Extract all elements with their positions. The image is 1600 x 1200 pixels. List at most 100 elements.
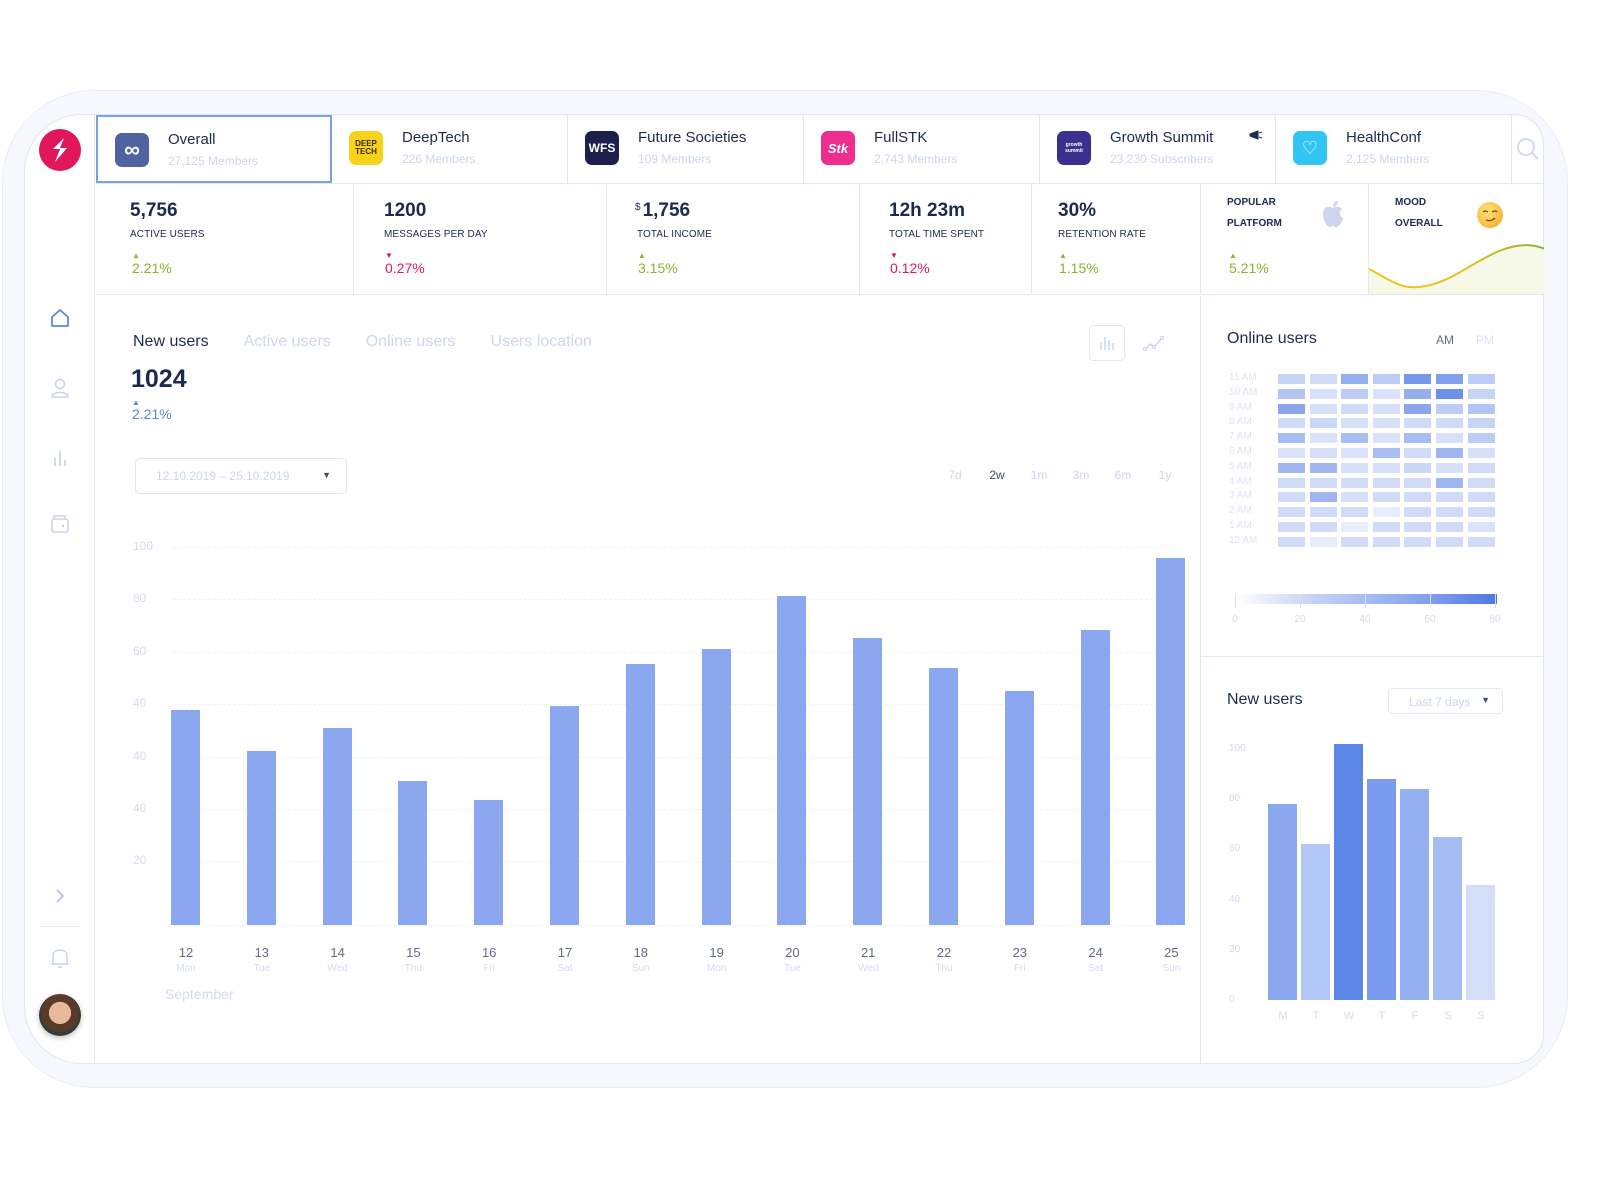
heatmap-cell[interactable] xyxy=(1341,462,1369,473)
heatmap-cell[interactable] xyxy=(1372,374,1400,384)
range-6m[interactable]: 6m xyxy=(1114,468,1132,482)
date-range-select[interactable]: 12.10.2019 – 25.10.2019 ▼ xyxy=(135,458,347,494)
bar-12[interactable] xyxy=(171,709,200,925)
range-7d[interactable]: 7d xyxy=(948,468,962,482)
heatmap-cell[interactable] xyxy=(1278,403,1305,414)
heatmap-cell[interactable] xyxy=(1404,507,1432,518)
weekday-bar[interactable] xyxy=(1367,779,1396,1000)
heatmap-cell[interactable] xyxy=(1341,507,1369,518)
heatmap-cell[interactable] xyxy=(1436,462,1463,473)
heatmap-cell[interactable] xyxy=(1467,403,1495,414)
heatmap-cell[interactable] xyxy=(1436,477,1463,488)
bar-chart-toggle[interactable] xyxy=(1089,325,1125,361)
heatmap-cell[interactable] xyxy=(1278,433,1305,444)
heatmap-cell[interactable] xyxy=(1309,418,1337,429)
heatmap-cell[interactable] xyxy=(1278,448,1305,458)
heatmap-cell[interactable] xyxy=(1309,522,1337,532)
bar-16[interactable] xyxy=(474,800,504,925)
heatmap-cell[interactable] xyxy=(1436,522,1463,532)
sidebar-item-analytics[interactable] xyxy=(47,445,73,471)
weekday-bar[interactable] xyxy=(1400,789,1429,1000)
heatmap-cell[interactable] xyxy=(1372,477,1400,488)
bar-17[interactable] xyxy=(550,705,579,925)
heatmap-cell[interactable] xyxy=(1372,536,1400,547)
bar-19[interactable] xyxy=(701,649,731,925)
heatmap-cell[interactable] xyxy=(1341,522,1369,532)
heatmap-cell[interactable] xyxy=(1278,492,1305,503)
app-logo[interactable] xyxy=(39,129,81,171)
heatmap-cell[interactable] xyxy=(1341,492,1369,503)
heatmap-cell[interactable] xyxy=(1436,433,1463,444)
heatmap-cell[interactable] xyxy=(1278,462,1305,473)
heatmap-cell[interactable] xyxy=(1309,388,1337,399)
heatmap-cell[interactable] xyxy=(1436,536,1463,547)
heatmap-cell[interactable] xyxy=(1467,462,1495,473)
heatmap-cell[interactable] xyxy=(1372,462,1400,473)
bar-22[interactable] xyxy=(929,667,958,925)
heatmap-cell[interactable] xyxy=(1278,477,1305,488)
weekday-bar[interactable] xyxy=(1301,844,1330,1000)
tab-fullstk[interactable]: Stk FullSTK 2,743 Members xyxy=(804,115,1040,183)
sidebar-item-wallet[interactable] xyxy=(47,511,73,537)
heatmap-cell[interactable] xyxy=(1404,492,1432,503)
heatmap-cell[interactable] xyxy=(1436,507,1463,518)
heatmap-cell[interactable] xyxy=(1404,403,1432,414)
bar-18[interactable] xyxy=(625,664,655,925)
heatmap-cell[interactable] xyxy=(1278,374,1305,384)
heatmap-cell[interactable] xyxy=(1467,418,1495,429)
heatmap-cell[interactable] xyxy=(1404,462,1432,473)
heatmap-cell[interactable] xyxy=(1467,477,1495,488)
heatmap-cell[interactable] xyxy=(1467,536,1495,547)
heatmap-cell[interactable] xyxy=(1278,418,1305,429)
bar-25[interactable] xyxy=(1156,558,1186,925)
weekday-bar[interactable] xyxy=(1466,884,1495,1000)
heatmap-cell[interactable] xyxy=(1436,492,1463,503)
heatmap-cell[interactable] xyxy=(1404,536,1432,547)
heatmap-cell[interactable] xyxy=(1372,448,1400,458)
tab-online-users[interactable]: Online users xyxy=(365,333,456,350)
heatmap-cell[interactable] xyxy=(1278,507,1305,518)
expand-sidebar-button[interactable] xyxy=(47,883,73,909)
heatmap-cell[interactable] xyxy=(1309,462,1337,473)
heatmap-cell[interactable] xyxy=(1341,388,1369,399)
range-3m[interactable]: 3m xyxy=(1072,468,1090,482)
weekday-bar[interactable] xyxy=(1334,743,1363,1000)
heatmap-cell[interactable] xyxy=(1467,522,1495,532)
heatmap-cell[interactable] xyxy=(1436,374,1463,384)
heatmap-cell[interactable] xyxy=(1467,448,1495,458)
heatmap-cell[interactable] xyxy=(1309,403,1337,414)
heatmap-cell[interactable] xyxy=(1436,448,1463,458)
period-select[interactable]: Last 7 days ▼ xyxy=(1388,688,1503,714)
tab-growth-summit[interactable]: growth summit Growth Summit 23,230 Subsc… xyxy=(1040,115,1276,183)
heatmap-cell[interactable] xyxy=(1341,536,1369,547)
heatmap-cell[interactable] xyxy=(1436,388,1463,399)
bar-23[interactable] xyxy=(1004,690,1034,925)
heatmap-cell[interactable] xyxy=(1372,492,1400,503)
search-button[interactable] xyxy=(1512,115,1544,183)
range-2w[interactable]: 2w xyxy=(989,468,1005,482)
bar-24[interactable] xyxy=(1080,630,1110,925)
range-1m[interactable]: 1m xyxy=(1030,468,1048,482)
heatmap-cell[interactable] xyxy=(1467,433,1495,444)
weekday-bar[interactable] xyxy=(1268,804,1297,1000)
tab-overall[interactable]: ∞ Overall 27,125 Members xyxy=(96,115,332,183)
heatmap-cell[interactable] xyxy=(1309,492,1337,503)
heatmap-cell[interactable] xyxy=(1341,403,1369,414)
bar-20[interactable] xyxy=(777,596,807,925)
heatmap-cell[interactable] xyxy=(1404,418,1432,429)
heatmap-cell[interactable] xyxy=(1467,507,1495,518)
notifications-button[interactable] xyxy=(47,945,73,971)
sidebar-item-home[interactable] xyxy=(47,305,73,331)
heatmap-cell[interactable] xyxy=(1341,374,1369,384)
bar-15[interactable] xyxy=(398,781,428,925)
heatmap-cell[interactable] xyxy=(1436,418,1463,429)
bar-14[interactable] xyxy=(322,728,352,925)
tab-deeptech[interactable]: DEEP TECH DeepTech 226 Members xyxy=(332,115,568,183)
heatmap-cell[interactable] xyxy=(1404,522,1432,532)
heatmap-cell[interactable] xyxy=(1341,433,1369,444)
heatmap-cell[interactable] xyxy=(1404,448,1432,458)
heatmap-cell[interactable] xyxy=(1372,522,1400,532)
weekday-bar[interactable] xyxy=(1433,836,1462,1000)
heatmap-cell[interactable] xyxy=(1436,403,1463,414)
heatmap-cell[interactable] xyxy=(1309,433,1337,444)
